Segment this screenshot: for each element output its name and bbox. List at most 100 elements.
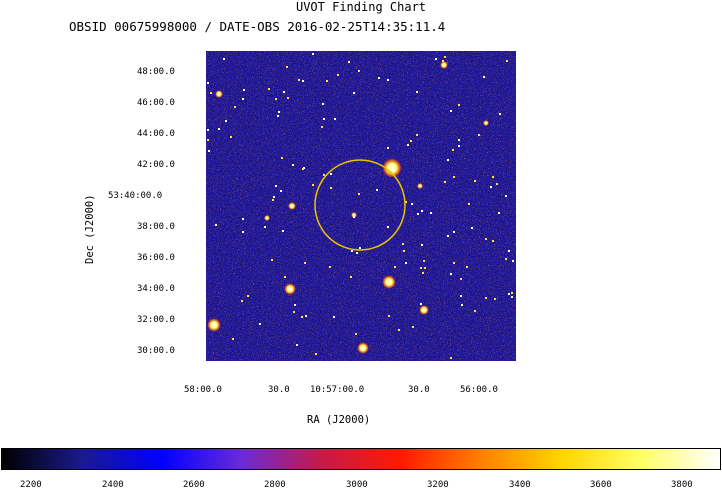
star <box>315 353 317 355</box>
star <box>511 296 513 298</box>
star <box>444 181 446 183</box>
star <box>450 273 452 275</box>
star <box>234 106 236 108</box>
star <box>330 187 332 189</box>
star <box>417 183 423 189</box>
dec-tick-label: 46:00.0 <box>137 98 175 108</box>
star <box>298 79 300 81</box>
star <box>453 176 455 178</box>
star <box>440 61 448 69</box>
star-field <box>207 53 514 359</box>
star <box>357 342 369 354</box>
star <box>398 329 400 331</box>
star <box>283 91 285 93</box>
star <box>210 92 212 94</box>
star <box>468 203 470 205</box>
star <box>450 110 452 112</box>
star <box>421 244 423 246</box>
star <box>435 58 437 60</box>
star <box>388 315 390 317</box>
star <box>242 231 244 233</box>
dec-axis-label: Dec (J2000) <box>84 194 96 264</box>
star <box>322 103 324 105</box>
star <box>411 203 413 205</box>
star <box>382 275 396 289</box>
star <box>353 216 355 218</box>
star <box>292 164 294 166</box>
ra-tick-label: 30.0 <box>408 385 430 395</box>
star <box>490 186 492 188</box>
star <box>499 113 501 115</box>
star <box>387 147 389 149</box>
target-region-circle <box>314 159 406 251</box>
star <box>421 210 423 212</box>
star <box>505 258 507 260</box>
ra-tick-label: 58:00.0 <box>184 385 222 395</box>
star <box>293 311 295 313</box>
star <box>312 53 314 55</box>
star <box>288 202 296 210</box>
star <box>207 139 209 141</box>
star <box>387 79 389 81</box>
star <box>337 74 339 76</box>
star <box>259 323 261 325</box>
star <box>241 300 243 302</box>
star <box>387 226 389 228</box>
star <box>461 304 463 306</box>
star <box>410 140 412 142</box>
star <box>458 104 460 106</box>
star <box>416 134 418 136</box>
star <box>460 278 462 280</box>
star <box>430 212 432 214</box>
star <box>301 316 303 318</box>
star <box>453 231 455 233</box>
star <box>444 56 446 58</box>
dec-tick-label: 30:00.0 <box>137 346 175 356</box>
star <box>424 267 426 269</box>
star <box>275 98 277 100</box>
star <box>271 259 273 261</box>
star <box>494 298 496 300</box>
star <box>218 128 220 130</box>
star <box>350 276 352 278</box>
star <box>416 91 418 93</box>
star <box>466 266 468 268</box>
star <box>474 310 476 312</box>
star <box>505 195 507 197</box>
star <box>208 150 210 152</box>
colorbar-tick-label: 2600 <box>183 480 205 490</box>
star <box>225 120 227 122</box>
star <box>460 295 462 297</box>
star <box>281 157 283 159</box>
star <box>323 174 325 176</box>
star <box>508 250 510 252</box>
star <box>412 326 414 328</box>
star <box>419 305 429 315</box>
dec-tick-label: 44:00.0 <box>137 129 175 139</box>
star <box>423 260 425 262</box>
star <box>452 149 454 151</box>
star <box>496 183 498 185</box>
dec-tick-label: 38:00.0 <box>137 222 175 232</box>
star <box>348 61 350 63</box>
star <box>278 111 280 113</box>
star <box>458 145 460 147</box>
star <box>358 70 360 72</box>
star <box>403 250 405 252</box>
star <box>447 235 449 237</box>
star <box>215 224 217 226</box>
star <box>305 315 307 317</box>
colorbar <box>1 448 721 470</box>
colorbar-tick-label: 3600 <box>590 480 612 490</box>
star <box>359 247 361 249</box>
star <box>286 66 288 68</box>
star <box>268 88 270 90</box>
star <box>302 168 304 170</box>
dec-tick-label: 36:00.0 <box>137 253 175 263</box>
star <box>329 266 331 268</box>
star <box>417 213 419 215</box>
star <box>512 260 514 262</box>
star <box>405 201 407 203</box>
ra-tick-label: 10:57:00.0 <box>310 385 365 395</box>
chart-subtitle: OBSID 00675998000 / DATE-OBS 2016-02-25T… <box>69 19 446 34</box>
